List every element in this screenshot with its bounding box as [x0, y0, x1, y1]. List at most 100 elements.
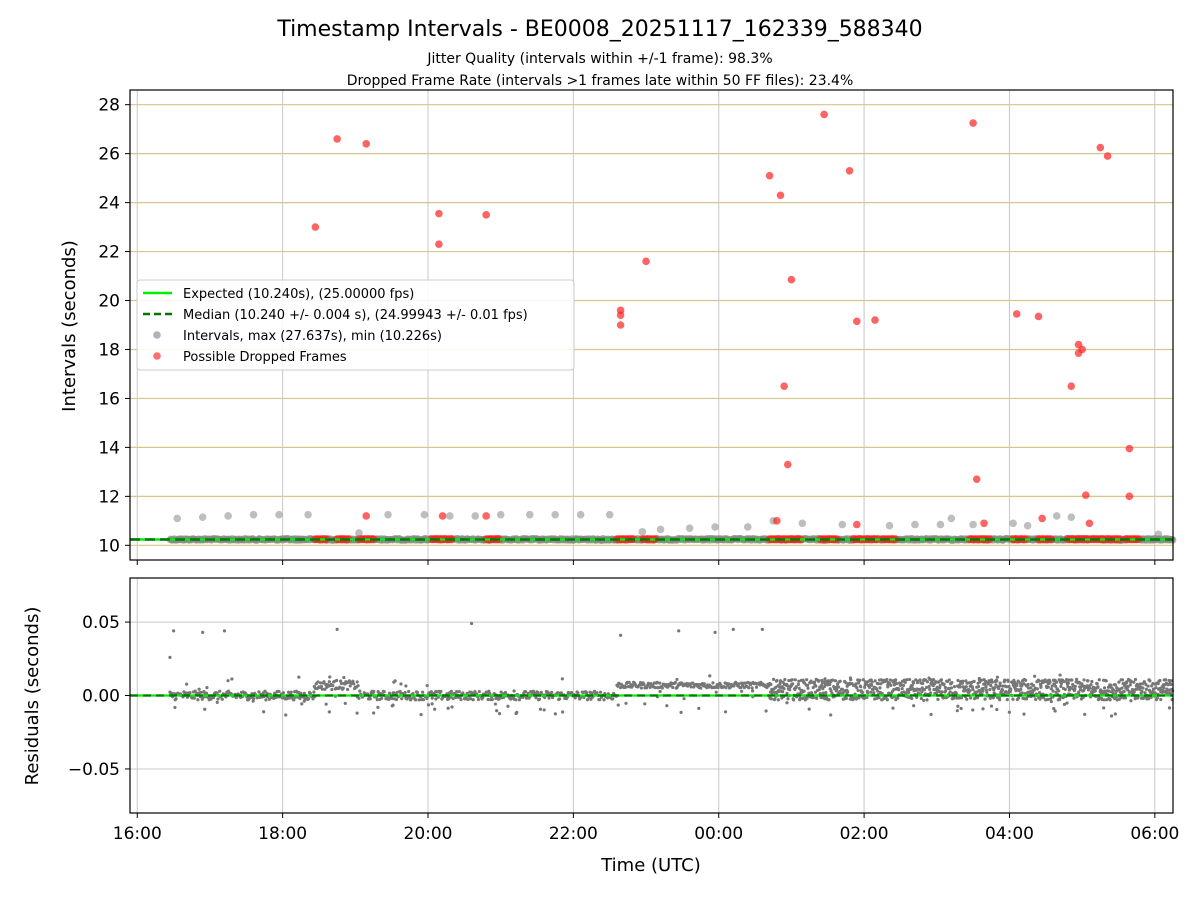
residual-point	[273, 695, 278, 700]
dropped-frame-point	[1125, 444, 1134, 453]
residual-point	[653, 686, 657, 690]
top-y-tick-label: 14	[98, 438, 120, 458]
residual-point	[1060, 678, 1064, 683]
residual-point	[708, 674, 712, 678]
residual-point	[911, 681, 916, 685]
residual-point	[582, 695, 586, 700]
residual-point	[624, 685, 628, 689]
residual-point	[731, 627, 735, 632]
residual-point	[1093, 689, 1097, 693]
residual-point	[196, 698, 200, 702]
interval-point	[1009, 519, 1017, 528]
residual-point	[959, 696, 964, 700]
dropped-frame-point	[820, 110, 828, 119]
residual-point	[257, 690, 261, 694]
residual-point	[796, 682, 800, 686]
residual-point	[1088, 686, 1092, 690]
residual-point	[912, 704, 916, 708]
top-y-axis-label: Intervals (seconds)	[59, 240, 80, 412]
residual-point	[407, 689, 411, 694]
residual-point	[797, 686, 801, 690]
residual-point	[831, 678, 835, 682]
interval-point	[656, 525, 665, 534]
residual-point	[981, 689, 985, 693]
residual-point	[537, 697, 542, 701]
residual-point	[977, 676, 981, 681]
residual-point	[764, 709, 768, 713]
residual-point	[925, 698, 929, 702]
dropped-frame-point	[776, 191, 785, 200]
residual-point	[817, 688, 821, 692]
residual-point	[1121, 682, 1125, 686]
interval-point	[173, 514, 182, 523]
residual-point	[769, 682, 773, 686]
residual-point	[1046, 681, 1050, 686]
residual-point	[399, 682, 403, 686]
residual-point	[199, 690, 203, 694]
residual-point	[1072, 696, 1076, 700]
residual-point	[859, 685, 863, 689]
residual-point	[791, 698, 796, 702]
residual-point	[1037, 679, 1041, 683]
residual-point	[876, 682, 880, 686]
residual-point	[801, 696, 805, 701]
residual-point	[193, 689, 197, 693]
residual-point	[1067, 688, 1071, 692]
residual-point	[584, 691, 589, 695]
residual-point	[556, 691, 560, 695]
interval-point	[638, 528, 647, 536]
residual-point	[197, 687, 201, 691]
residual-point	[172, 629, 176, 633]
residual-point	[1132, 680, 1136, 684]
residual-point	[901, 683, 906, 688]
interval-point	[198, 513, 207, 521]
residual-point	[1089, 682, 1093, 687]
residual-point	[965, 697, 969, 701]
interval-point	[711, 523, 719, 531]
residual-point	[503, 690, 508, 695]
residual-point	[876, 689, 880, 693]
residual-point	[927, 676, 931, 680]
residual-point	[471, 698, 475, 702]
residual-point	[459, 697, 463, 702]
residual-point	[185, 682, 189, 686]
x-tick-label: 20:00	[404, 824, 453, 844]
dropped-frame-point	[435, 209, 443, 218]
residual-point	[497, 712, 502, 716]
residual-point	[981, 707, 985, 711]
bottom-plot-frame	[129, 577, 1174, 814]
residual-point	[1077, 690, 1081, 694]
residual-point	[1046, 697, 1050, 701]
residual-point	[1108, 698, 1112, 702]
residual-point	[351, 679, 355, 683]
interval-point	[420, 510, 429, 519]
residual-point	[1128, 683, 1132, 687]
dropped-frame-point	[780, 382, 788, 390]
residual-point	[1148, 679, 1152, 683]
residual-point	[935, 685, 939, 689]
interval-point	[551, 510, 559, 519]
residual-point	[778, 681, 782, 686]
residual-point	[188, 691, 192, 695]
residual-point	[328, 675, 332, 679]
residual-point	[382, 690, 386, 694]
residual-point	[203, 707, 207, 711]
residual-point	[925, 680, 930, 684]
residual-point	[1143, 691, 1147, 695]
residual-point	[1082, 688, 1086, 692]
residual-point	[813, 690, 818, 694]
residual-point	[380, 696, 384, 700]
residual-point	[1154, 686, 1158, 690]
residual-point	[1041, 696, 1046, 700]
residual-point	[702, 682, 706, 686]
residuals-panel: −0.05 0.00 0.05 16:00 18:00 20:00 22:00 00:00 02…	[68, 577, 1179, 844]
residual-point	[943, 685, 947, 690]
residual-point	[817, 679, 821, 683]
residual-point	[457, 689, 461, 694]
residual-point	[950, 680, 954, 685]
residual-point	[989, 683, 993, 688]
dropped-frame-point	[1081, 491, 1090, 499]
interval-point	[969, 520, 977, 529]
dropped-frame-point	[845, 166, 854, 175]
residual-point	[1153, 691, 1157, 695]
